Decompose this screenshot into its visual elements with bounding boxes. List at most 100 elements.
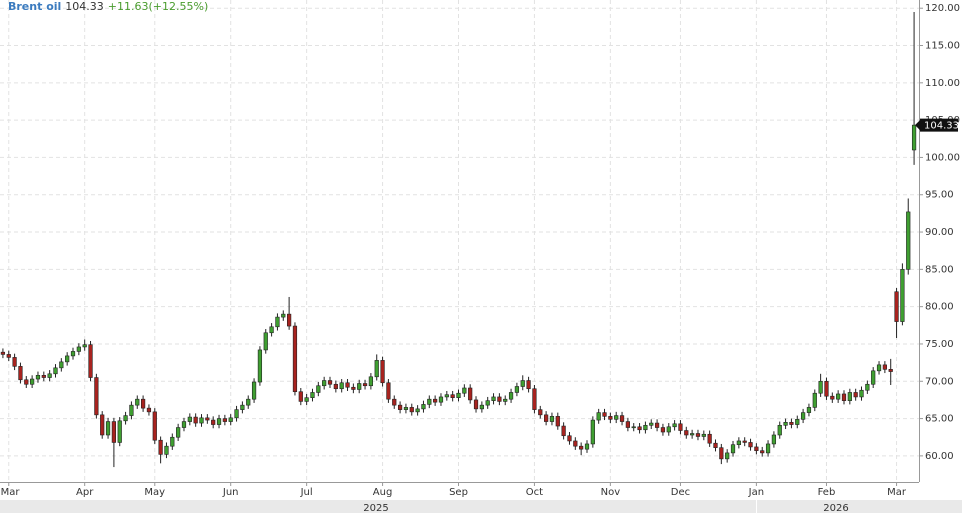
candle-body (748, 442, 753, 448)
candle-body (129, 404, 134, 416)
candle-body (894, 291, 899, 322)
y-tick-label: 90.00 (925, 227, 954, 238)
year-band (0, 500, 962, 513)
candle-body (199, 417, 204, 424)
candle-body (596, 412, 601, 421)
candle-body (310, 392, 315, 398)
candle-body (18, 366, 23, 381)
candle-body (584, 443, 590, 450)
candle-body (450, 394, 455, 398)
candle-body (59, 361, 64, 369)
candle-body (415, 408, 420, 413)
candle-body (6, 354, 11, 358)
y-tick-label: 65.00 (925, 414, 954, 425)
candle-body (146, 407, 152, 413)
candle-body (35, 375, 41, 380)
candle-body (216, 418, 222, 425)
last-price-label: 104.33 (924, 121, 959, 132)
candle-body (625, 421, 630, 428)
y-tick-label: 100.00 (925, 152, 960, 163)
x-tick-label: Oct (526, 487, 543, 498)
candle-body (397, 404, 403, 410)
candle-body (631, 426, 636, 429)
candle-body (368, 376, 373, 387)
candle-body (105, 421, 111, 436)
candle-body (859, 389, 864, 398)
candle-body (211, 419, 216, 425)
candle-body (526, 380, 531, 390)
candle-body (427, 398, 432, 405)
candle-body (806, 407, 812, 413)
candle-body (193, 416, 198, 424)
candle-body (345, 382, 350, 388)
candle-body (765, 443, 771, 454)
candle-body (240, 404, 245, 410)
candle-body (707, 433, 712, 444)
candle-body (456, 392, 461, 398)
candle-body (730, 444, 736, 454)
candle-body (421, 404, 426, 410)
y-tick-label: 70.00 (925, 376, 954, 387)
candle-body (392, 398, 397, 406)
candle-body (24, 379, 29, 385)
candle-body (573, 440, 578, 447)
candle-body (695, 433, 701, 437)
candle-body (269, 326, 274, 334)
y-tick-label: 120.00 (925, 3, 960, 14)
candle-body (777, 424, 782, 436)
candle-body (339, 382, 344, 390)
candle-body (579, 445, 584, 450)
candle-body (678, 423, 683, 431)
candle-body (222, 418, 227, 422)
y-tick-label: 80.00 (925, 302, 954, 313)
candle-body (386, 382, 391, 400)
candle-body (906, 211, 911, 270)
candle-body (701, 433, 706, 437)
candle-body (380, 360, 385, 384)
candle-body (911, 124, 917, 151)
candle-body (812, 392, 817, 408)
candle-body (725, 452, 730, 460)
candle-body (327, 380, 333, 385)
candle-body (800, 412, 806, 420)
x-tick-label: Nov (601, 487, 621, 498)
candle-body (836, 393, 841, 400)
candle-body (176, 427, 181, 438)
last-price-tag (920, 118, 958, 132)
x-tick-label: Mar (1, 487, 21, 498)
x-tick-label: May (144, 487, 165, 498)
x-tick-label: Jan (748, 487, 764, 498)
candle-body (643, 424, 648, 431)
candle-body (479, 404, 484, 410)
candle-body (544, 414, 549, 422)
candle-body (736, 440, 741, 445)
x-tick-label: Dec (671, 487, 690, 498)
candle-body (508, 392, 514, 400)
candle-body (818, 380, 823, 394)
candle-body (287, 313, 292, 327)
candle-body (462, 387, 467, 394)
candle-body (649, 422, 654, 426)
candle-body (333, 383, 338, 390)
candle-body (433, 398, 438, 403)
y-tick-label: 95.00 (925, 190, 954, 201)
candle-body (292, 325, 298, 393)
candle-body (888, 369, 893, 372)
candle-body (170, 436, 175, 447)
candle-body (444, 394, 449, 398)
candle-body (555, 416, 560, 427)
candle-body (468, 387, 473, 401)
candle-body (549, 416, 555, 422)
candle-body (654, 422, 660, 428)
candle-body (53, 367, 58, 375)
candle-body (181, 421, 187, 428)
last-price: 104.33 (65, 0, 104, 13)
candle-body (281, 313, 286, 318)
candle-body (871, 370, 876, 385)
candle-body (0, 351, 6, 355)
candle-body (304, 397, 309, 402)
year-label: 2025 (363, 503, 388, 513)
candle-body (783, 422, 788, 426)
